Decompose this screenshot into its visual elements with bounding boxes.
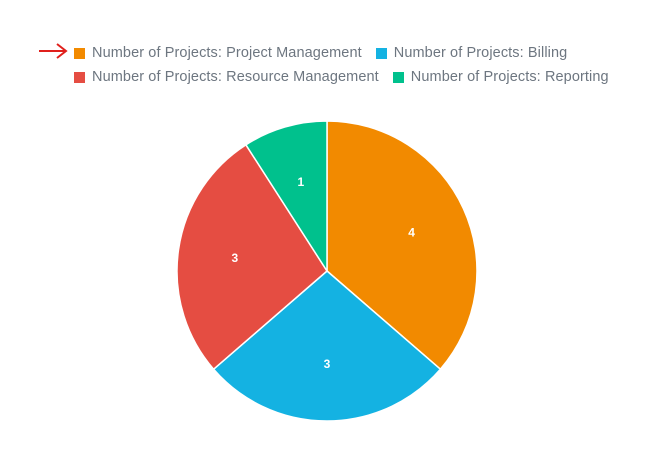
pie-slice-data-label: 3 [324, 357, 331, 371]
legend-item-reporting[interactable]: Number of Projects: Reporting [392, 69, 609, 85]
red-arrow-right-icon [39, 43, 68, 59]
legend-row: Number of Projects: Resource Management … [74, 65, 654, 89]
legend-label: Number of Projects: Billing [393, 45, 568, 61]
pie-slice-data-label: 1 [297, 175, 304, 189]
pie-slice-data-label: 3 [232, 251, 239, 265]
legend-row: Number of Projects: Project Management N… [74, 41, 654, 65]
legend-item-project-management[interactable]: Number of Projects: Project Management [74, 45, 362, 61]
legend-item-resource-management[interactable]: Number of Projects: Resource Management [74, 69, 379, 85]
pie-slice-reporting[interactable] [245, 120, 328, 272]
legend-swatch [375, 47, 387, 59]
legend-swatch [74, 71, 85, 83]
legend-swatch [392, 71, 404, 83]
legend-item-billing[interactable]: Number of Projects: Billing [375, 45, 568, 61]
chart-legend: Number of Projects: Project Management N… [74, 41, 654, 89]
legend-label: Number of Projects: Resource Management [92, 69, 379, 85]
pie-slice-data-label: 4 [408, 225, 415, 239]
legend-label: Number of Projects: Reporting [410, 69, 609, 85]
legend-label: Number of Projects: Project Management [92, 45, 362, 61]
pie-slice-resource-management[interactable] [176, 144, 328, 370]
pie-slice-project-management[interactable] [326, 120, 478, 370]
legend-swatch [74, 47, 85, 59]
pie-slice-billing[interactable] [212, 270, 442, 422]
